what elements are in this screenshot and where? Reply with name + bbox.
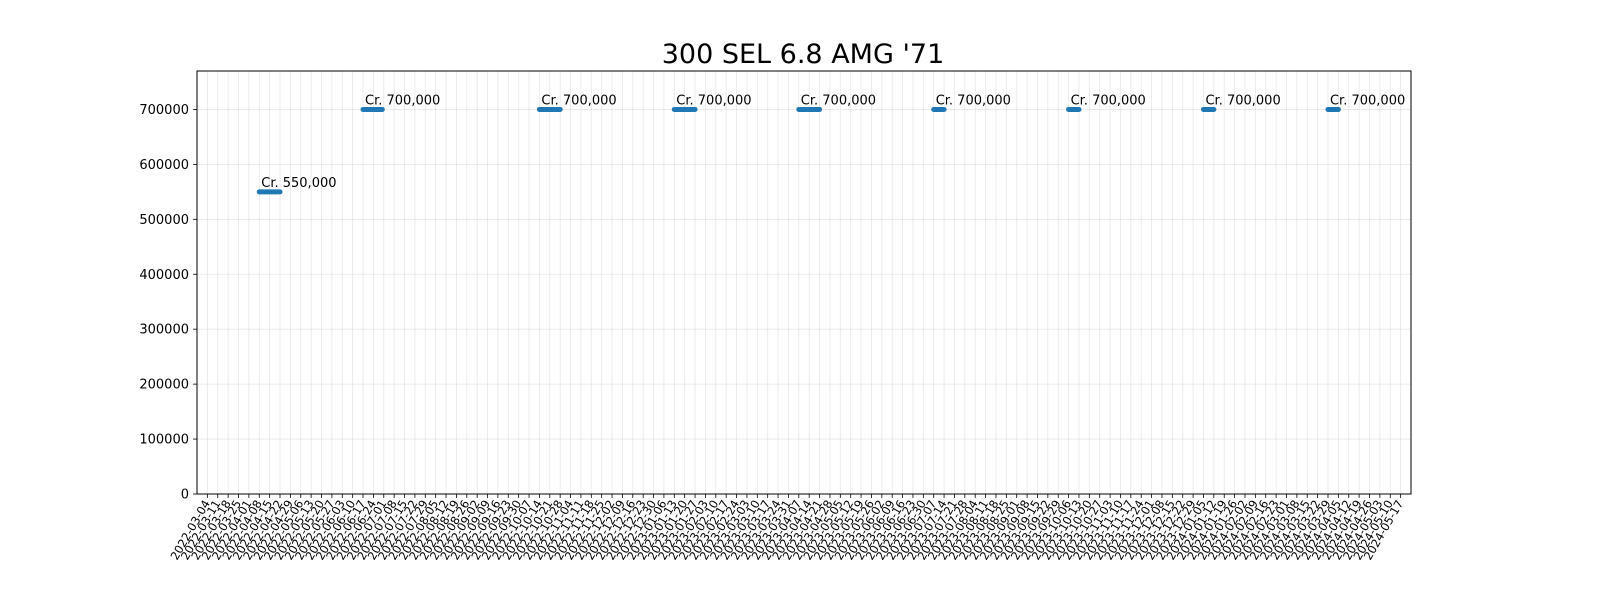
data-label: Cr. 700,000 [1330, 93, 1405, 108]
axes-layer: 2022-03-042022-03-112022-03-182022-03-25… [139, 103, 1406, 562]
data-label: Cr. 700,000 [1205, 93, 1280, 108]
data-label: Cr. 700,000 [365, 93, 440, 108]
chart-title: 300 SEL 6.8 AMG '71 [662, 39, 945, 70]
y-tick-label: 500000 [139, 213, 189, 228]
labels-layer: Cr. 550,000 Cr. 700,000 Cr. 700,000 Cr. 700… [261, 93, 1405, 190]
plot-frame [196, 70, 1412, 495]
y-tick-label: 400000 [139, 268, 189, 283]
data-label: Cr. 700,000 [801, 93, 876, 108]
series-layer [256, 106, 1341, 195]
y-tick-label: 700000 [139, 103, 189, 118]
y-tick-label: 200000 [139, 378, 189, 393]
y-tick-label: 100000 [139, 433, 189, 448]
grid-layer [197, 71, 1411, 495]
data-label: Cr. 700,000 [541, 93, 616, 108]
data-label: Cr. 700,000 [936, 93, 1011, 108]
data-label: Cr. 550,000 [261, 176, 336, 191]
y-tick-label: 0 [181, 488, 189, 503]
data-label: Cr. 700,000 [676, 93, 751, 108]
data-label: Cr. 700,000 [1071, 93, 1146, 108]
y-tick-label: 300000 [139, 323, 189, 338]
y-tick-label: 600000 [139, 158, 189, 173]
